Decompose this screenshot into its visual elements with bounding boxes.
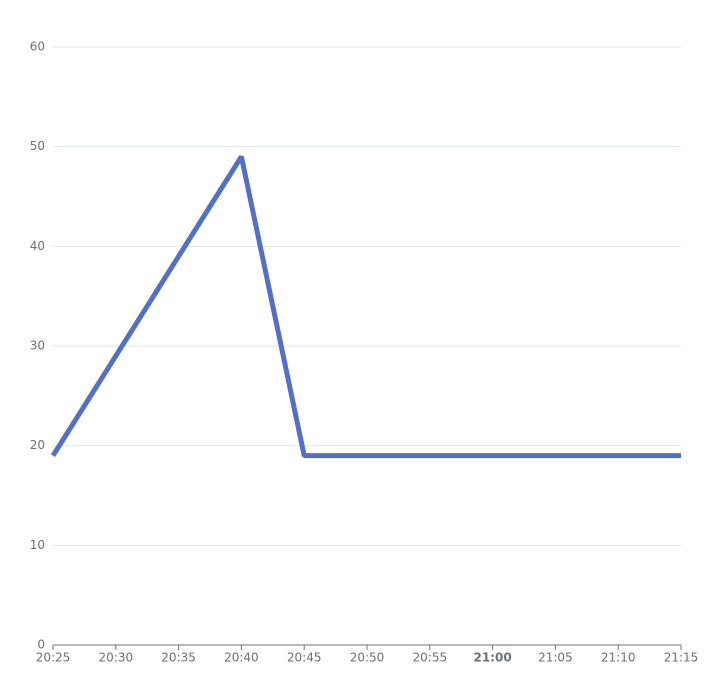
- x-tick-label: 20:50: [350, 651, 385, 665]
- x-tick-label: 21:15: [664, 651, 699, 665]
- x-tick-label: 21:05: [538, 651, 573, 665]
- y-tick-label: 30: [30, 339, 45, 353]
- x-tick-label: 20:30: [99, 651, 134, 665]
- y-tick-label: 50: [30, 139, 45, 153]
- x-tick-label: 20:25: [36, 651, 71, 665]
- y-tick-label: 0: [37, 638, 45, 652]
- y-tick-label: 20: [30, 438, 45, 452]
- x-tick-label: 20:45: [287, 651, 322, 665]
- line-series: [50, 155, 681, 459]
- x-tick-label: 20:35: [161, 651, 196, 665]
- y-tick-label: 60: [30, 40, 45, 54]
- y-tick-label: 10: [30, 538, 45, 552]
- x-tick-label: 21:00: [473, 651, 511, 665]
- x-tick-label: 21:10: [601, 651, 636, 665]
- x-tick-label: 20:40: [224, 651, 259, 665]
- y-tick-label: 40: [30, 239, 45, 253]
- x-tick-label: 20:55: [413, 651, 448, 665]
